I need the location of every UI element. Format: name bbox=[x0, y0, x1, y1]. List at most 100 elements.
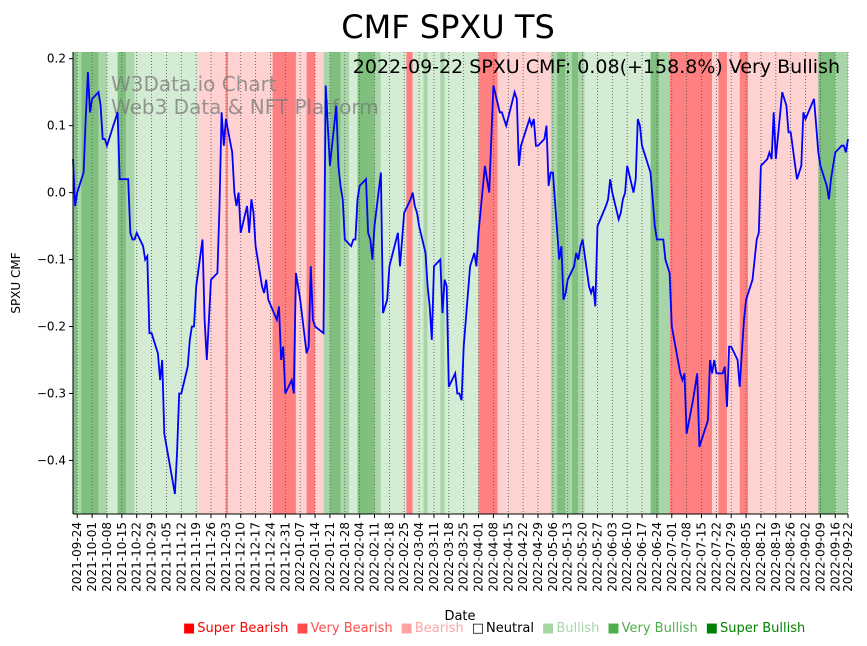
legend-item: ■ Super Bearish bbox=[183, 621, 292, 636]
x-tick-label: 2021-10-01 bbox=[85, 522, 99, 592]
band-bearish bbox=[726, 52, 740, 514]
band-bullish bbox=[423, 52, 428, 514]
band-neutral_bullish bbox=[412, 52, 424, 514]
legend-item: ■ Super Bullish bbox=[706, 621, 810, 636]
band-bullish bbox=[578, 52, 585, 514]
x-tick-label: 2022-07-29 bbox=[724, 522, 738, 592]
x-tick-label: 2022-07-01 bbox=[665, 522, 679, 592]
y-tick-label: −0.3 bbox=[37, 386, 66, 400]
x-tick-label: 2021-12-31 bbox=[278, 522, 292, 592]
band-bearish bbox=[748, 52, 819, 514]
legend-label: Bullish bbox=[556, 621, 600, 636]
x-tick-label: 2022-04-22 bbox=[516, 522, 530, 592]
band-very_bearish bbox=[225, 52, 228, 514]
x-tick-label: 2021-11-19 bbox=[189, 522, 203, 592]
legend: ■ Super Bearish ■ Very Bearish ■ Bearish □ Neut… bbox=[183, 621, 813, 636]
x-tick-label: 2022-05-13 bbox=[561, 522, 575, 592]
x-tick-label: 2022-05-20 bbox=[576, 522, 590, 592]
cmf-series-line bbox=[72, 72, 849, 495]
y-tick-label: 0.1 bbox=[47, 119, 66, 133]
x-tick-label: 2022-06-03 bbox=[605, 522, 619, 592]
x-tick-label: 2022-05-27 bbox=[590, 522, 604, 592]
x-tick-label: 2022-01-28 bbox=[338, 522, 352, 592]
x-tick-label: 2022-08-26 bbox=[784, 522, 798, 592]
x-tick-label: 2022-06-10 bbox=[620, 522, 634, 592]
band-bullish bbox=[440, 52, 445, 514]
band-very_bullish bbox=[357, 52, 375, 514]
x-tick-label: 2021-12-24 bbox=[263, 522, 277, 592]
x-tick-label: 2022-08-05 bbox=[739, 522, 753, 592]
band-very_bearish bbox=[406, 52, 413, 514]
band-very_bullish bbox=[650, 52, 660, 514]
band-bullish bbox=[374, 52, 381, 514]
x-tick-label: 2021-12-03 bbox=[219, 522, 233, 592]
x-tick-label: 2022-01-07 bbox=[293, 522, 307, 592]
band-very_bullish bbox=[557, 52, 566, 514]
x-tick-label: 2022-03-04 bbox=[412, 522, 426, 592]
chart-title: CMF SPXU TS bbox=[341, 8, 555, 46]
x-tick-label: 2021-10-15 bbox=[115, 522, 129, 592]
legend-marker-icon: ■ bbox=[296, 621, 309, 636]
band-neutral_bullish bbox=[584, 52, 651, 514]
x-axis-label: Date bbox=[444, 609, 475, 624]
band-bullish bbox=[323, 52, 330, 514]
legend-item: ■ Bullish bbox=[542, 621, 603, 636]
band-very_bearish bbox=[669, 52, 702, 514]
band-neutral_bullish bbox=[427, 52, 479, 514]
x-tick-label: 2021-10-22 bbox=[130, 522, 144, 592]
watermark-line-2: Web3 Data & NFT Platform bbox=[111, 95, 379, 119]
x-tick-label: 2022-06-24 bbox=[650, 522, 664, 592]
x-tick-label: 2021-10-29 bbox=[145, 522, 159, 592]
band-very_bearish bbox=[701, 52, 713, 514]
x-tick-label: 2022-04-08 bbox=[486, 522, 500, 592]
legend-marker-icon: ■ bbox=[183, 621, 196, 636]
x-tick-label: 2022-09-09 bbox=[813, 522, 827, 592]
band-very_bullish bbox=[818, 52, 836, 514]
x-tick-label: 2022-02-11 bbox=[368, 522, 382, 592]
x-tick-label: 2022-04-01 bbox=[472, 522, 486, 592]
x-tick-label: 2021-11-12 bbox=[174, 522, 188, 592]
band-bearish bbox=[506, 52, 551, 514]
legend-label: Very Bearish bbox=[310, 621, 393, 636]
legend-marker-icon: □ bbox=[471, 621, 485, 636]
legend-label: Bearish bbox=[414, 621, 464, 636]
band-bullish bbox=[659, 52, 670, 514]
x-tick-label: 2022-03-11 bbox=[427, 522, 441, 592]
band-bearish bbox=[315, 52, 324, 514]
legend-marker-icon: ■ bbox=[400, 621, 413, 636]
x-tick-label: 2022-08-19 bbox=[769, 522, 783, 592]
band-very_bearish bbox=[739, 52, 749, 514]
x-tick-label: 2021-11-05 bbox=[159, 522, 173, 592]
band-bullish bbox=[98, 52, 107, 514]
x-tick-label: 2022-04-29 bbox=[531, 522, 545, 592]
band-bullish bbox=[126, 52, 135, 514]
x-tick-label: 2022-08-12 bbox=[754, 522, 768, 592]
band-bearish bbox=[712, 52, 719, 514]
watermark: W3Data.io Chart Web3 Data & NFT Platform bbox=[111, 72, 379, 119]
band-very_bearish bbox=[478, 52, 498, 514]
sentiment-bands bbox=[73, 52, 848, 514]
legend-label: Super Bullish bbox=[719, 621, 806, 636]
band-bullish bbox=[77, 52, 82, 514]
band-bearish bbox=[295, 52, 307, 514]
band-bearish bbox=[497, 52, 507, 514]
y-tick-label: −0.2 bbox=[37, 320, 66, 334]
x-tick-label: 2022-09-16 bbox=[828, 522, 842, 592]
chart-subtitle: 2022-09-22 SPXU CMF: 0.08(+158.8%) Very … bbox=[353, 56, 840, 78]
band-neutral_bullish bbox=[106, 52, 118, 514]
legend-item: ■ Bearish bbox=[401, 621, 468, 636]
x-tick-label: 2022-02-04 bbox=[353, 522, 367, 592]
band-bullish bbox=[835, 52, 848, 514]
x-tick-label: 2022-02-25 bbox=[397, 522, 411, 592]
band-neutral_bullish bbox=[349, 52, 358, 514]
legend-item: □ Neutral bbox=[472, 621, 538, 636]
y-tick-label: 0.2 bbox=[47, 52, 66, 66]
y-ticks: 0.2 0.1 0.0 −0.1 −0.2 −0.3 −0.4 bbox=[37, 52, 73, 467]
band-very_bearish bbox=[718, 52, 727, 514]
x-tick-label: 2021-11-26 bbox=[204, 522, 218, 592]
x-tick-label: 2022-07-22 bbox=[709, 522, 723, 592]
band-very_bearish bbox=[272, 52, 296, 514]
x-tick-label: 2022-01-21 bbox=[323, 522, 337, 592]
watermark-line-1: W3Data.io Chart bbox=[111, 72, 277, 96]
